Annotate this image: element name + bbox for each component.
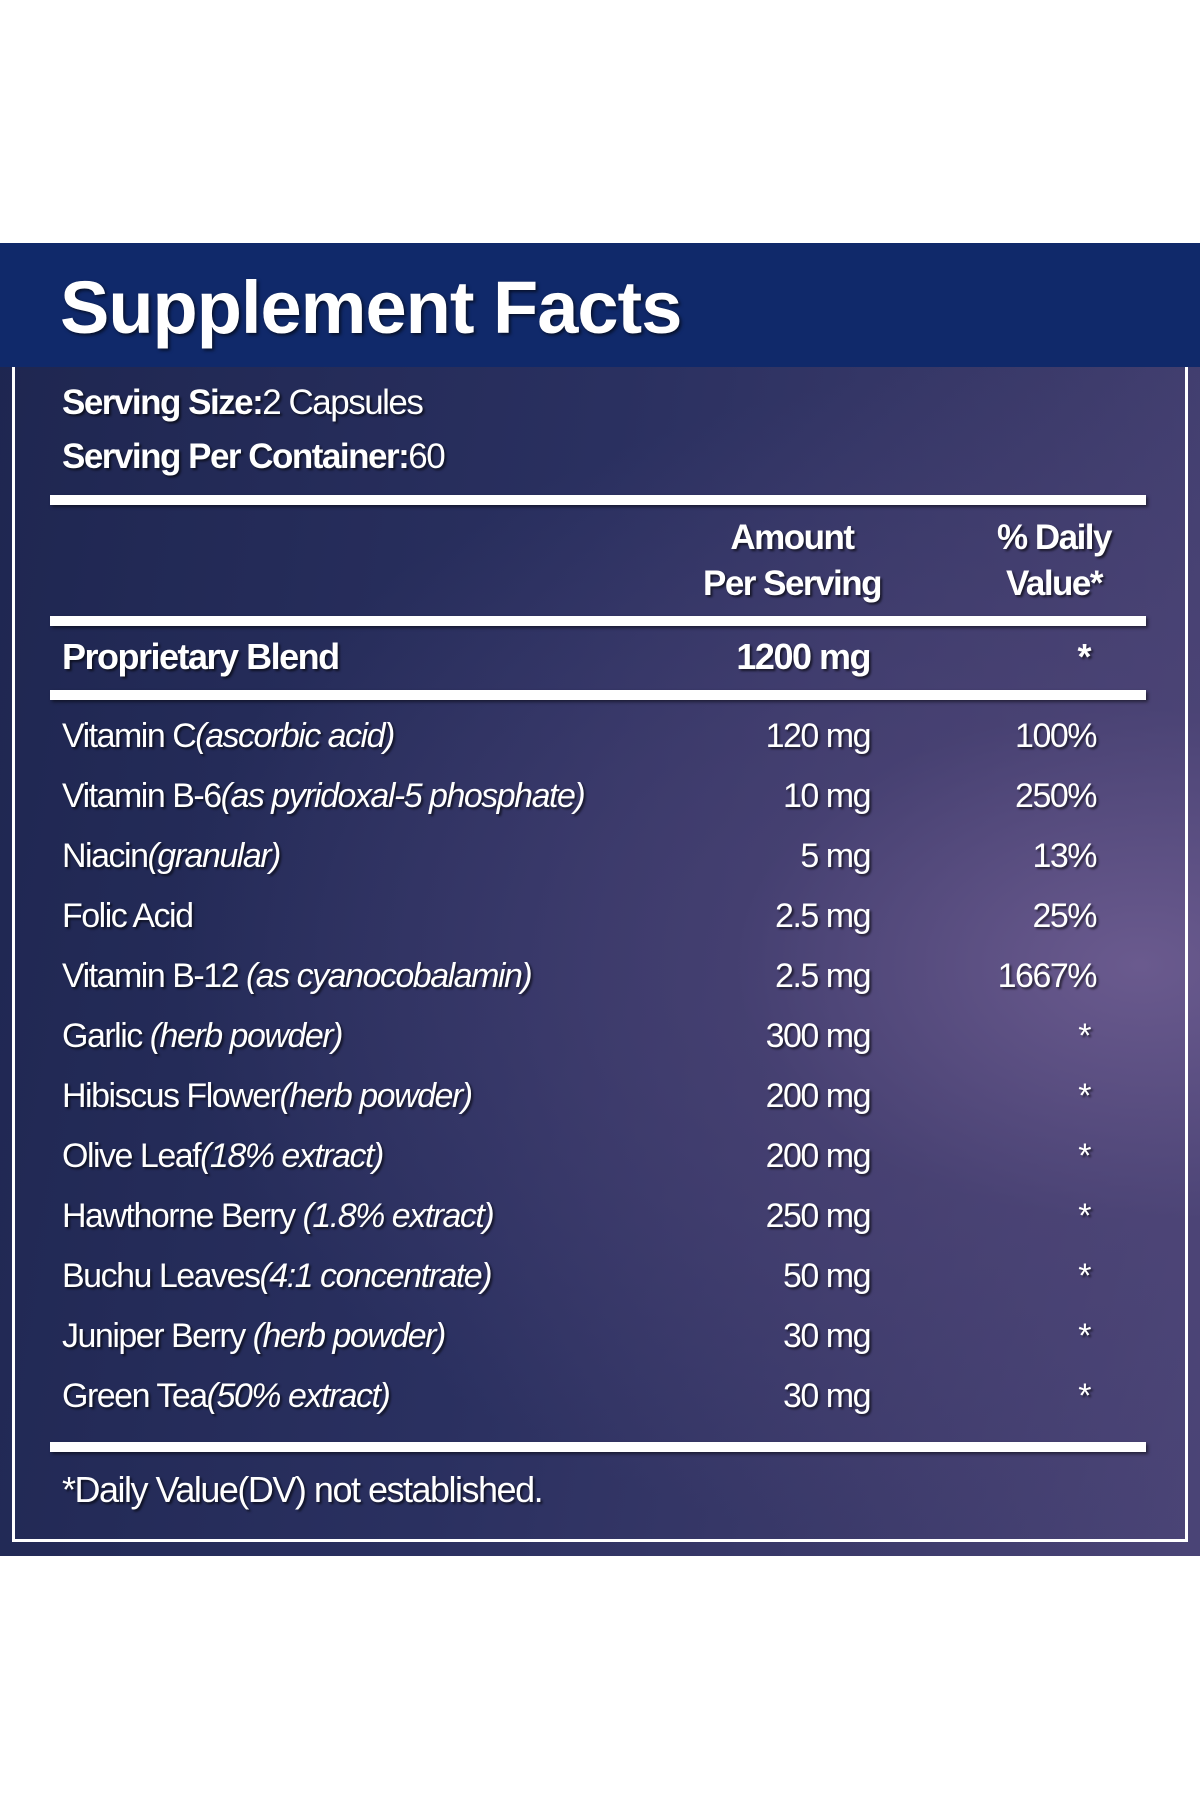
ingredient-amount: 200 mg <box>765 1077 872 1115</box>
ingredient-name-cell: Garlic (herb powder) <box>62 1017 344 1056</box>
ingredient-row: Olive Leaf(18% extract) 200 mg * <box>0 1137 1200 1187</box>
ingredient-name: Vitamin B-12 <box>62 957 246 995</box>
ingredient-dv: * <box>1078 1137 1091 1175</box>
ingredient-name-cell: Vitamin B-6(as pyridoxal-5 phosphate) <box>62 777 586 816</box>
ingredient-detail: (herb powder) <box>279 1077 473 1115</box>
label-frame <box>12 367 1188 1542</box>
ingredient-name-cell: Niacin(granular) <box>62 837 281 876</box>
divider <box>50 616 1146 626</box>
ingredient-detail: (ascorbic acid) <box>195 717 395 755</box>
ingredient-detail: (as pyridoxal-5 phosphate) <box>220 777 586 815</box>
footnote: *Daily Value(DV) not established. <box>62 1469 544 1510</box>
ingredient-name: Folic Acid <box>62 897 194 935</box>
ingredient-detail: (4:1 concentrate) <box>259 1257 493 1295</box>
divider <box>50 1442 1146 1452</box>
ingredient-amount: 30 mg <box>783 1317 872 1355</box>
ingredient-dv: 13% <box>1032 837 1097 875</box>
ingredient-detail: (herb powder) <box>149 1017 344 1055</box>
ingredient-name-cell: Folic Acid <box>62 897 194 936</box>
ingredient-name: Vitamin B-6 <box>62 777 222 815</box>
serving-size-value: 2 Capsules <box>262 383 424 422</box>
servings-per-container-label: Serving Per Container: <box>62 437 410 476</box>
ingredient-row: Hawthorne Berry (1.8% extract) 250 mg * <box>0 1197 1200 1247</box>
ingredient-amount: 120 mg <box>765 717 872 755</box>
ingredient-dv: 100% <box>1015 717 1097 755</box>
servings-per-container-value: 60 <box>408 437 445 476</box>
ingredient-row: Garlic (herb powder) 300 mg * <box>0 1017 1200 1067</box>
ingredient-dv: * <box>1078 1017 1091 1055</box>
serving-size: Serving Size:2 Capsules <box>62 383 424 423</box>
ingredient-name: Olive Leaf <box>62 1137 202 1175</box>
ingredient-dv: * <box>1078 1257 1091 1295</box>
ingredient-name-cell: Buchu Leaves(4:1 concentrate) <box>62 1257 493 1296</box>
ingredient-name-cell: Juniper Berry (herb powder) <box>62 1317 447 1356</box>
ingredient-row: Vitamin C(ascorbic acid) 120 mg 100% <box>0 717 1200 767</box>
ingredient-dv: 250% <box>1015 777 1097 815</box>
ingredient-detail: (as cyanocobalamin) <box>245 957 533 995</box>
ingredient-name: Buchu Leaves <box>62 1257 261 1295</box>
ingredient-detail: (18% extract) <box>200 1137 384 1175</box>
ingredient-amount: 50 mg <box>783 1257 872 1295</box>
ingredient-row: Hibiscus Flower(herb powder) 200 mg * <box>0 1077 1200 1127</box>
dv-header-line2: Value* <box>1005 564 1104 603</box>
ingredient-name: Niacin <box>62 837 149 875</box>
ingredient-amount: 300 mg <box>765 1017 872 1055</box>
ingredient-name-cell: Olive Leaf(18% extract) <box>62 1137 384 1176</box>
ingredient-detail: (1.8% extract) <box>302 1197 495 1235</box>
amount-header-line2: Per Serving <box>702 564 883 603</box>
ingredient-name-cell: Vitamin B-12 (as cyanocobalamin) <box>62 957 533 996</box>
blend-name: Proprietary Blend <box>62 636 340 677</box>
ingredient-name-cell: Vitamin C(ascorbic acid) <box>62 717 395 756</box>
serving-size-label: Serving Size: <box>62 383 264 422</box>
amount-column-header: Amount Per Serving <box>692 515 892 607</box>
ingredient-name: Garlic <box>62 1017 150 1055</box>
ingredient-detail: (herb powder) <box>252 1317 447 1355</box>
divider <box>50 690 1146 700</box>
ingredient-name: Juniper Berry <box>62 1317 253 1355</box>
ingredient-name: Vitamin C <box>62 717 197 755</box>
ingredient-dv: * <box>1078 1377 1091 1415</box>
blend-dv: * <box>1077 636 1091 677</box>
dv-header-line1: % Daily <box>997 518 1113 557</box>
amount-header-line1: Amount <box>730 518 855 557</box>
ingredient-amount: 250 mg <box>765 1197 872 1235</box>
proprietary-blend-row: Proprietary Blend 1200 mg * <box>0 636 1200 686</box>
ingredient-dv: * <box>1078 1317 1091 1355</box>
ingredient-dv: 25% <box>1032 897 1097 935</box>
ingredient-detail: (granular) <box>147 837 281 875</box>
ingredient-row: Green Tea(50% extract) 30 mg * <box>0 1377 1200 1427</box>
title-band: Supplement Facts <box>0 243 1200 367</box>
ingredient-dv: * <box>1078 1077 1091 1115</box>
ingredient-detail: (50% extract) <box>206 1377 391 1415</box>
ingredient-row: Vitamin B-6(as pyridoxal-5 phosphate) 10 … <box>0 777 1200 827</box>
blend-amount: 1200 mg <box>736 636 871 677</box>
ingredient-name-cell: Green Tea(50% extract) <box>62 1377 391 1416</box>
ingredient-row: Folic Acid 2.5 mg 25% <box>0 897 1200 947</box>
ingredient-amount: 2.5 mg <box>775 957 871 995</box>
ingredient-dv: * <box>1078 1197 1091 1235</box>
ingredient-dv: 1667% <box>997 957 1098 995</box>
ingredient-name: Hibiscus Flower <box>62 1077 281 1115</box>
divider <box>50 495 1146 505</box>
ingredient-name: Green Tea <box>62 1377 208 1415</box>
ingredient-row: Juniper Berry (herb powder) 30 mg * <box>0 1317 1200 1367</box>
ingredient-row: Buchu Leaves(4:1 concentrate) 50 mg * <box>0 1257 1200 1307</box>
ingredient-amount: 200 mg <box>765 1137 872 1175</box>
ingredient-row: Niacin(granular) 5 mg 13% <box>0 837 1200 887</box>
dv-column-header: % Daily Value* <box>964 515 1144 607</box>
ingredient-name: Hawthorne Berry <box>62 1197 303 1235</box>
ingredient-row: Vitamin B-12 (as cyanocobalamin) 2.5 mg 16… <box>0 957 1200 1007</box>
servings-per-container: Serving Per Container:60 <box>62 437 446 477</box>
page-title: Supplement Facts <box>60 266 682 349</box>
ingredient-name-cell: Hawthorne Berry (1.8% extract) <box>62 1197 495 1236</box>
ingredient-amount: 30 mg <box>783 1377 872 1415</box>
supplement-facts-panel: Supplement Facts Serving Size:2 Capsules… <box>0 243 1200 1556</box>
ingredient-amount: 2.5 mg <box>775 897 871 935</box>
ingredient-amount: 5 mg <box>800 837 871 875</box>
ingredient-amount: 10 mg <box>783 777 872 815</box>
ingredient-name-cell: Hibiscus Flower(herb powder) <box>62 1077 473 1116</box>
